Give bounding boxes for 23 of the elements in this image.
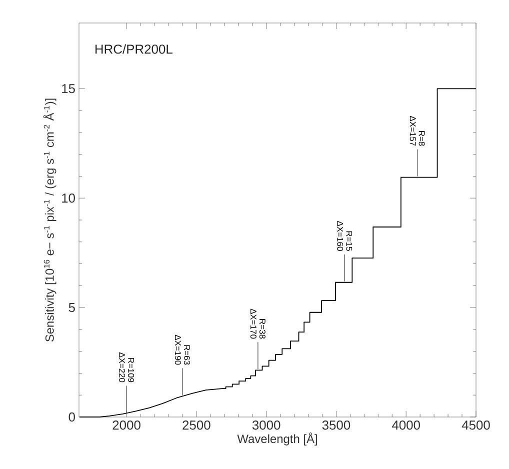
annotation: R=15 [346, 231, 352, 251]
annotation: R=109 [128, 358, 134, 382]
x-tick-label: 4000 [392, 420, 420, 430]
annotation: R=63 [184, 345, 190, 365]
x-tick-label: 4500 [462, 420, 490, 430]
annotation: R=38 [259, 319, 266, 339]
x-tick-label: 2000 [112, 420, 140, 430]
x-axis-title: Wavelength [Å] [237, 432, 317, 446]
y-tick-label: 15 [62, 84, 75, 94]
annotation: ΔX=220 [119, 352, 126, 382]
x-tick-label: 3000 [252, 420, 280, 430]
annotation: R=8 [418, 131, 425, 146]
annotation: ΔX=190 [174, 334, 181, 365]
annotation: ΔX=170 [250, 308, 256, 339]
annotation: ΔX=160 [337, 221, 344, 251]
y-tick-label: 10 [62, 194, 75, 203]
text: Sensitivity [10$^{16}$ e− s$^{-1}$ pix$^{-1}$ / (erg s$^{-1}$ cm$^{-2}$ Å$^{-1}$)] [43, 98, 56, 342]
x-tick-label: 3500 [322, 420, 350, 430]
x-tick-label: 2500 [182, 420, 210, 430]
y-tick-label: 5 [68, 303, 75, 312]
annotation: ΔX=157 [410, 116, 416, 146]
y-tick-label: 0 [68, 412, 75, 422]
annotation: HRC/PR200L [95, 44, 172, 54]
